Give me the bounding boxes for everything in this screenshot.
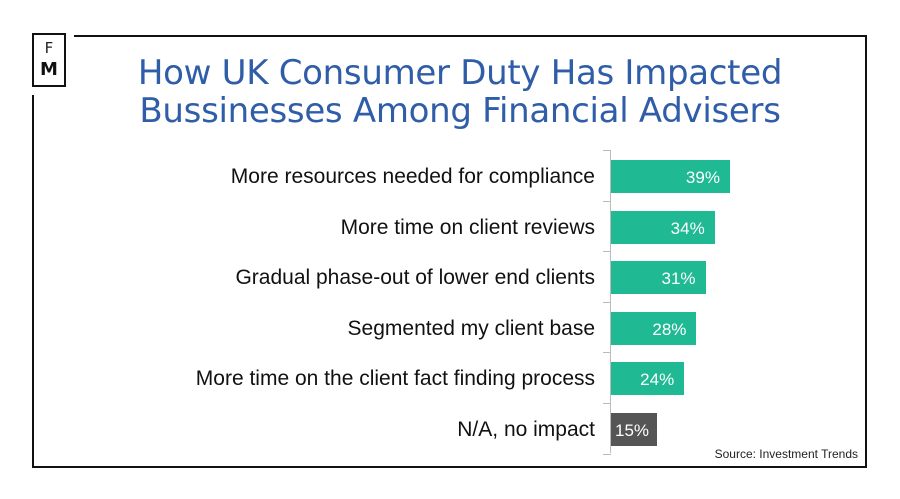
bar: 15% (611, 413, 657, 446)
source-note: Source: Investment Trends (714, 447, 858, 461)
frame-border-left (32, 95, 34, 468)
bar: 28% (611, 311, 697, 345)
bar-value-label: 28% (652, 319, 687, 339)
axis-tick (603, 301, 611, 303)
bar: 39% (611, 160, 730, 193)
bar: 34% (611, 210, 715, 244)
bar-value-label: 15% (615, 421, 650, 440)
logo-letter-m: M (40, 59, 58, 80)
category-label: More time on the client fact finding pro… (195, 367, 595, 391)
frame-border-right (865, 35, 867, 468)
category-label: More resources needed for compliance (230, 165, 595, 188)
bar-value-label: 24% (640, 370, 675, 390)
axis-tick (603, 200, 611, 202)
chart-title: How UK Consumer Duty Has Impacted Bussin… (137, 53, 783, 131)
category-label: More time on client reviews (340, 215, 595, 239)
fm-logo: F M (32, 33, 66, 87)
category-label: Gradual phase-out of lower end clients (235, 266, 595, 290)
axis-tick (603, 352, 611, 354)
category-label: N/A, no impact (457, 418, 595, 441)
axis-tick (603, 251, 611, 253)
y-axis-line (610, 150, 611, 453)
axis-tick (603, 453, 611, 455)
bar: 24% (611, 362, 685, 396)
axis-tick (603, 150, 611, 151)
bar-value-label: 39% (685, 168, 720, 187)
bar-value-label: 34% (670, 218, 705, 238)
bar: 31% (611, 261, 706, 295)
category-label: Segmented my client base (347, 316, 595, 340)
frame-border-top (74, 35, 867, 37)
bar-value-label: 31% (661, 269, 696, 289)
axis-tick (603, 403, 611, 404)
logo-letter-f: F (44, 39, 54, 57)
frame-border-bottom (32, 466, 867, 468)
